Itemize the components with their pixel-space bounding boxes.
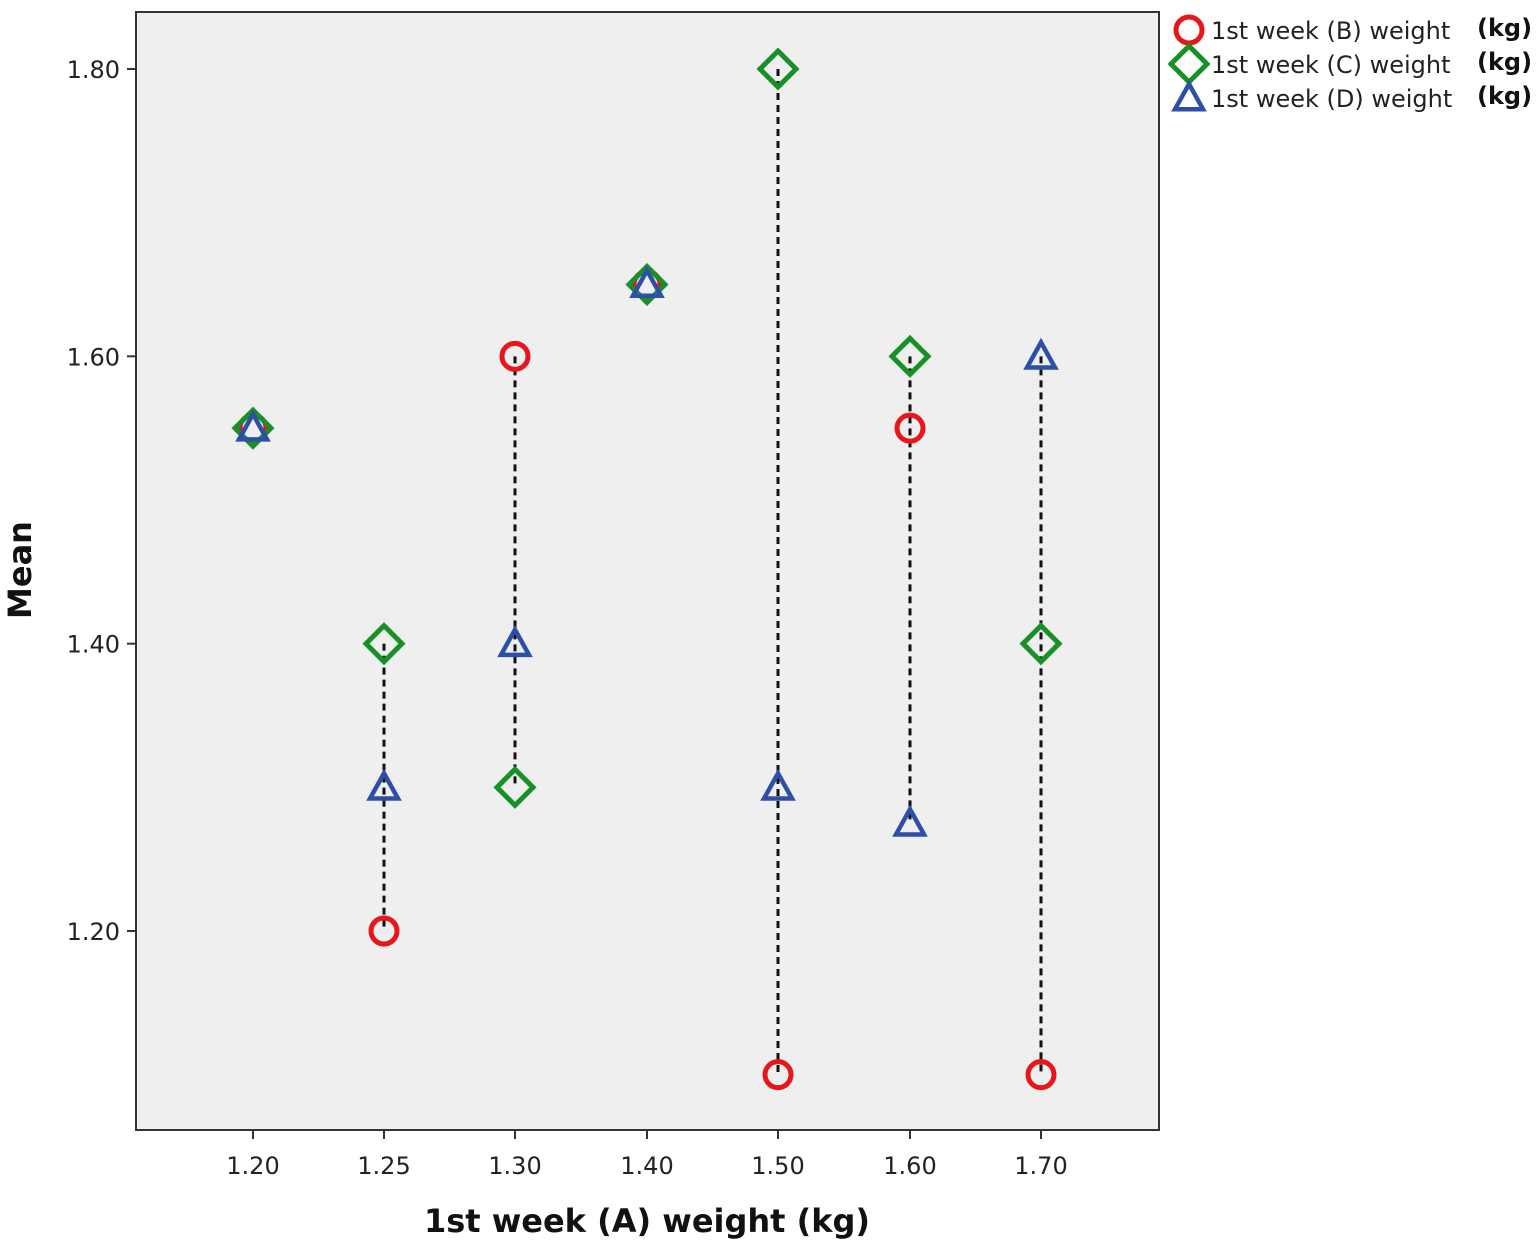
plot-area <box>135 11 1160 1131</box>
x-tick-label: 1.30 <box>488 1152 541 1180</box>
x-tick-label: 1.70 <box>1014 1152 1067 1180</box>
y-tick-label: 1.80 <box>67 56 120 84</box>
x-tick-label: 1.25 <box>357 1152 410 1180</box>
legend-unit: (kg) <box>1477 82 1532 110</box>
x-tick-label: 1.40 <box>620 1152 673 1180</box>
x-axis-title: 1st week (A) weight (kg) <box>424 1202 870 1240</box>
legend-label: 1st week (D) weight <box>1211 85 1452 113</box>
data-point-diamond <box>231 406 275 450</box>
y-tick-label: 1.40 <box>67 631 120 659</box>
x-tick-label: 1.50 <box>751 1152 804 1180</box>
data-point-triangle <box>760 768 796 801</box>
y-tick-label: 1.60 <box>67 343 120 371</box>
data-point-diamond <box>1019 622 1063 666</box>
data-point-triangle <box>235 409 271 442</box>
data-point-circle <box>762 1059 794 1091</box>
data-point-circle <box>894 412 926 444</box>
data-point-circle <box>1025 1059 1057 1091</box>
legend: 1st week (B) weight (kg) 1st week (C) weig… <box>1167 14 1532 113</box>
data-point-diamond <box>625 262 669 307</box>
x-tick-label: 1.20 <box>226 1152 279 1180</box>
data-point-triangle <box>1023 337 1059 370</box>
data-point-triangle <box>366 768 402 801</box>
y-axis-title: Mean <box>1 521 39 619</box>
data-point-circle <box>499 340 531 372</box>
legend-label: 1st week (B) weight <box>1211 17 1450 45</box>
legend-unit: (kg) <box>1477 48 1532 76</box>
data-point-diamond <box>493 765 537 809</box>
x-tick-label: 1.60 <box>883 1152 936 1180</box>
legend-unit: (kg) <box>1477 14 1532 42</box>
data-point-triangle <box>629 265 665 298</box>
data-point-diamond <box>888 334 932 378</box>
legend-label: 1st week (C) weight <box>1211 51 1451 79</box>
legend-marker-diamond <box>1167 42 1211 86</box>
data-point-diamond <box>756 47 800 91</box>
data-point-triangle <box>892 804 928 837</box>
data-point-diamond <box>362 622 406 666</box>
data-point-triangle <box>497 625 533 658</box>
legend-marker-circle <box>1173 14 1205 46</box>
legend-marker-triangle <box>1171 79 1207 112</box>
data-point-circle <box>368 915 400 947</box>
y-tick-label: 1.20 <box>67 918 120 946</box>
